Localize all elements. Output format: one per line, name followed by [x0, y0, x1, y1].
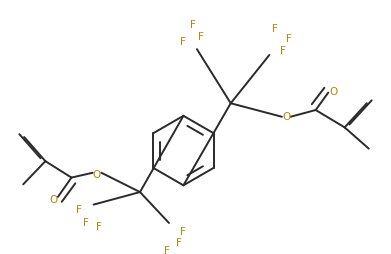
Text: F: F	[190, 20, 196, 30]
Text: O: O	[92, 169, 100, 179]
Text: F: F	[272, 24, 278, 34]
Text: F: F	[181, 37, 187, 47]
Text: O: O	[49, 194, 57, 204]
Text: F: F	[164, 245, 170, 254]
Text: O: O	[283, 111, 291, 121]
Text: F: F	[76, 205, 82, 215]
Text: F: F	[286, 34, 292, 43]
Text: F: F	[198, 31, 204, 41]
Text: O: O	[329, 86, 337, 96]
Text: F: F	[83, 217, 89, 227]
Text: F: F	[176, 237, 181, 247]
Text: F: F	[280, 46, 286, 56]
Text: F: F	[179, 226, 185, 236]
Text: F: F	[95, 221, 101, 231]
